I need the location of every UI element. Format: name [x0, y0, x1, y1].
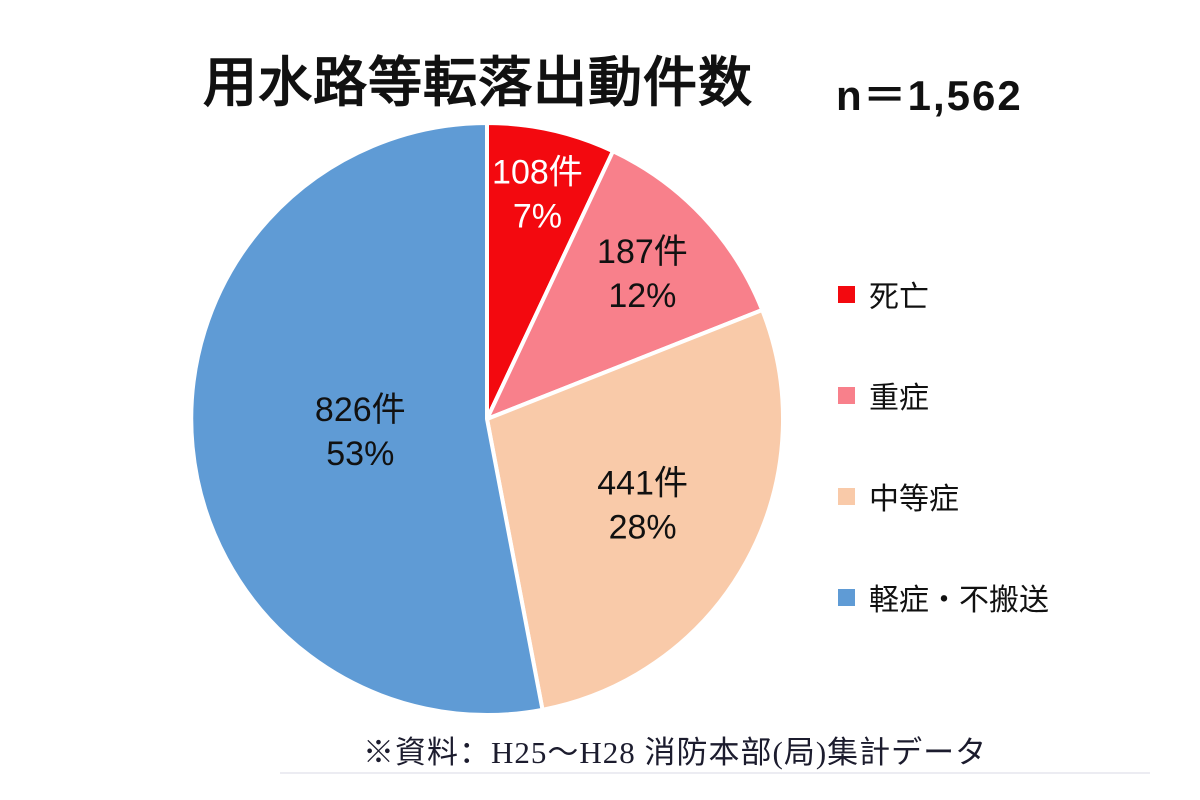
pie-slice-label-moderate: 441件 28%	[597, 465, 688, 547]
chart-title: 用水路等転落出動件数	[203, 53, 753, 113]
sample-size-label: n＝1,562	[836, 72, 1023, 119]
divider-line	[280, 772, 1150, 774]
legend-item-moderate: 中等症	[838, 474, 1049, 518]
legend-label-death: 死亡	[869, 281, 929, 314]
pie-slice-label-severe: 187件 12%	[597, 233, 688, 315]
pie-slice-minor	[189, 121, 545, 717]
legend-swatch-death-icon	[838, 285, 855, 303]
legend: 死亡 重症 中等症 軽症・不搬送	[838, 272, 1049, 619]
legend-item-severe: 重症	[838, 373, 1049, 417]
pie-slice-death	[485, 121, 615, 421]
pie-slice-severe	[485, 149, 765, 421]
pie-chart-area: 108件 7% 187件 12% 441件 28% 826件 53%	[187, 119, 787, 719]
pie-slice-moderate	[485, 308, 786, 712]
legend-item-minor: 軽症・不搬送	[838, 575, 1049, 619]
legend-swatch-minor-icon	[838, 588, 855, 606]
legend-label-minor: 軽症・不搬送	[869, 584, 1049, 617]
pie-slice-label-death: 108件 7%	[492, 154, 583, 236]
legend-label-severe: 重症	[869, 382, 929, 415]
source-note: ※資料：H25～H28 消防本部(局)集計データ	[363, 735, 988, 770]
legend-label-moderate: 中等症	[869, 483, 959, 516]
pie-slice-label-minor: 826件 53%	[315, 391, 406, 473]
legend-item-death: 死亡	[838, 272, 1049, 316]
pie-chart: 108件 7%187件 12% 441件 28% 826件 53%	[189, 121, 786, 717]
legend-swatch-moderate-icon	[838, 487, 855, 505]
legend-swatch-severe-icon	[838, 386, 855, 404]
